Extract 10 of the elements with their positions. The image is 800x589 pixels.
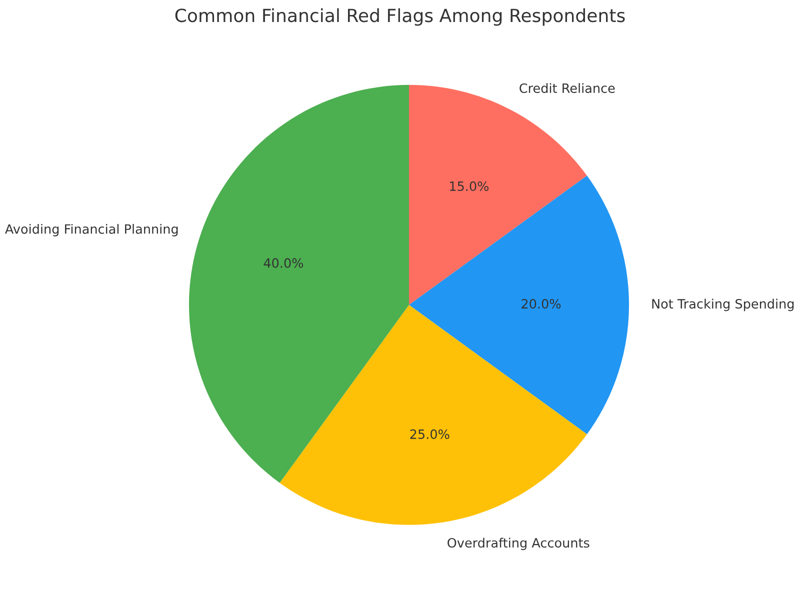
- slice-label: Not Tracking Spending: [652, 298, 794, 312]
- slice-label: Avoiding Financial Planning: [5, 224, 178, 236]
- slice-label: Credit Reliance: [520, 83, 615, 94]
- data-label: 40.0%: [264, 258, 304, 268]
- data-label: 25.0%: [410, 429, 450, 440]
- data-label: 15.0%: [450, 181, 489, 192]
- data-label: 20.0%: [522, 298, 561, 309]
- chart-title: Common Financial Red Flags Among Respondents: [175, 8, 625, 26]
- slice-label: Overdrafting Accounts: [448, 538, 590, 550]
- pie-slice: [189, 84, 409, 483]
